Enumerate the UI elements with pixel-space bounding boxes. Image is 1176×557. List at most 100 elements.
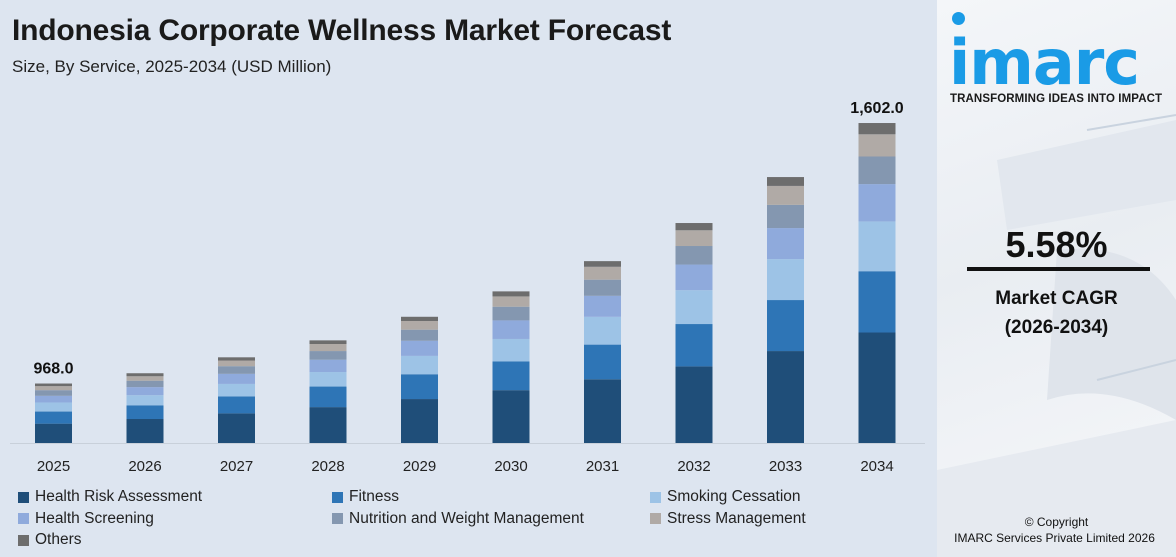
- legend-item: Nutrition and Weight Management: [332, 510, 584, 528]
- bar-segment-2028-0: [309, 407, 347, 443]
- cagr-label-text: Market CAGR: [995, 288, 1118, 309]
- legend-label: Others: [35, 531, 82, 548]
- legend-item: Stress Management: [650, 510, 806, 528]
- chart-legend: Health Risk Assessment Fitness Smoking Ces…: [18, 488, 918, 554]
- bar-segment-2034-5: [858, 134, 896, 157]
- bar-segment-2026-2: [126, 395, 164, 406]
- bar-segment-2026-3: [126, 387, 164, 396]
- bar-segment-2026-5: [126, 376, 164, 381]
- legend-item: Fitness: [332, 488, 399, 506]
- bar-segment-2030-5: [492, 296, 530, 307]
- bar-segment-2029-3: [401, 340, 438, 356]
- copyright: © Copyright IMARC Services Private Limit…: [937, 514, 1176, 546]
- bar-segment-2027-6: [218, 357, 255, 361]
- bar-segment-2027-0: [218, 413, 255, 443]
- bar-segment-2032-5: [675, 230, 713, 247]
- bar-segment-2033-6: [767, 177, 804, 186]
- bar-segment-2034-6: [858, 123, 896, 135]
- bar-segment-2026-6: [126, 373, 164, 377]
- x-tick-label: 2029: [403, 458, 436, 475]
- bar-segment-2026-4: [126, 380, 164, 388]
- x-tick-label: 2028: [311, 458, 344, 475]
- bar-segment-2029-0: [401, 399, 438, 443]
- bar-segment-2033-4: [767, 204, 804, 229]
- bar-segment-2032-2: [675, 290, 713, 325]
- x-tick-label: 2032: [677, 458, 710, 475]
- bar-segment-2027-1: [218, 396, 255, 414]
- x-tick-label: 2026: [128, 458, 161, 475]
- bar-segment-2025-1: [35, 411, 72, 424]
- x-tick-label: 2033: [769, 458, 802, 475]
- legend-item: Others: [18, 531, 82, 549]
- cagr-divider: [967, 267, 1150, 271]
- bar-segment-2032-6: [675, 223, 713, 231]
- chart-title: Indonesia Corporate Wellness Market Fore…: [12, 14, 672, 47]
- legend-swatch: [18, 491, 29, 503]
- bar-segment-2028-5: [309, 344, 347, 352]
- bar-segment-2029-4: [401, 329, 438, 341]
- legend-label: Health Screening: [35, 509, 154, 527]
- legend-item: Smoking Cessation: [650, 488, 801, 506]
- bar-segment-2032-1: [675, 324, 713, 367]
- x-tick-label: 2030: [494, 458, 527, 475]
- legend-swatch: [332, 491, 343, 503]
- legend-label: Nutrition and Weight Management: [349, 509, 584, 527]
- bar-segment-2027-2: [218, 383, 255, 397]
- x-tick-label: 2027: [220, 458, 253, 475]
- bar-segment-2026-0: [126, 419, 164, 443]
- legend-swatch: [332, 513, 343, 524]
- legend-swatch: [650, 491, 661, 503]
- bar-segment-2034-1: [858, 271, 896, 333]
- bar-segment-2026-1: [126, 405, 164, 420]
- bar-segment-2031-4: [584, 279, 621, 296]
- bar-segment-2031-0: [584, 379, 621, 443]
- imarc-logo: imarc: [949, 10, 1173, 110]
- bar-segment-2029-5: [401, 321, 438, 330]
- data-label: 1,602.0: [850, 100, 903, 117]
- bar-segment-2033-5: [767, 185, 804, 205]
- bar-segment-2025-4: [35, 390, 72, 396]
- logo-tagline: TRANSFORMING IDEAS INTO IMPACT: [950, 93, 1163, 105]
- bar-segment-2028-2: [309, 372, 347, 387]
- bar-segment-2027-4: [218, 366, 255, 374]
- bar-segment-2028-1: [309, 386, 347, 408]
- logo-dot-icon: [952, 12, 965, 25]
- bar-segment-2033-3: [767, 228, 804, 260]
- data-label: 968.0: [33, 361, 73, 378]
- bar-segment-2034-0: [858, 332, 896, 443]
- bar-segment-2030-1: [492, 361, 530, 391]
- bar-segment-2025-5: [35, 386, 72, 391]
- legend-label: Smoking Cessation: [667, 488, 801, 505]
- legend-item: Health Screening: [18, 510, 154, 528]
- legend-label: Fitness: [349, 488, 399, 505]
- legend-label: Stress Management: [667, 509, 806, 527]
- bar-segment-2032-4: [675, 246, 713, 265]
- chart-panel: Indonesia Corporate Wellness Market Fore…: [0, 0, 937, 557]
- bar-segment-2028-3: [309, 359, 347, 373]
- bar-segment-2033-1: [767, 300, 804, 352]
- bar-segment-2025-3: [35, 395, 72, 403]
- bar-segment-2025-2: [35, 402, 72, 412]
- bar-segment-2034-4: [858, 156, 896, 185]
- bar-segment-2031-6: [584, 261, 621, 267]
- bar-segment-2030-2: [492, 338, 530, 362]
- bar-segment-2028-6: [309, 340, 347, 344]
- bar-segment-2031-5: [584, 266, 621, 280]
- bar-segment-2030-3: [492, 320, 530, 339]
- bar-segment-2029-6: [401, 316, 438, 322]
- bar-segment-2027-3: [218, 373, 255, 384]
- logo-wordmark: imarc: [949, 26, 1140, 99]
- chart-subtitle: Size, By Service, 2025-2034 (USD Million…: [12, 57, 332, 76]
- bar-segment-2029-1: [401, 374, 438, 400]
- bar-segment-2032-0: [675, 366, 713, 443]
- bar-segment-2030-0: [492, 390, 530, 443]
- bar-segment-2034-3: [858, 184, 896, 222]
- bar-segment-2030-6: [492, 291, 530, 297]
- bar-segment-2025-6: [35, 383, 72, 387]
- cagr-period: (2026-2034): [1004, 317, 1109, 338]
- copyright-label: © Copyright: [1024, 515, 1089, 529]
- bar-segment-2031-1: [584, 344, 621, 380]
- x-tick-label: 2031: [586, 458, 619, 475]
- copyright-company: IMARC Services Private Limited 2026: [954, 531, 1155, 545]
- legend-swatch: [18, 513, 29, 524]
